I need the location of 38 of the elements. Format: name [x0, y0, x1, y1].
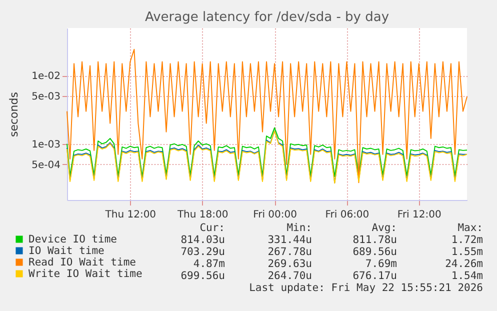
y-tick-label: 1e-02 [32, 71, 60, 82]
text: 814.03u [180, 234, 225, 246]
y-tick-label: 5e-03 [32, 92, 60, 103]
legend-label: IO Wait time [28, 244, 104, 257]
text: Cur: [200, 222, 225, 234]
text: Max: [458, 222, 483, 234]
x-tick-label: Fri 12:00 [397, 210, 442, 220]
y-tick-label: 5e-04 [32, 160, 60, 171]
text: 331.44u [268, 234, 312, 246]
text: 1.55m [451, 246, 483, 258]
text: Min: [286, 222, 312, 234]
legend-label: Read IO Wait time [28, 256, 136, 268]
text: 689.56u [352, 246, 397, 258]
line-series [66, 48, 468, 184]
text: 811.78u [352, 234, 397, 246]
legend-label: Device IO time [28, 233, 118, 246]
text: 24.26m [445, 258, 483, 270]
y-axis-title: seconds [8, 92, 21, 137]
x-tick-label: Thu 18:00 [176, 210, 228, 220]
text: 269.63u [268, 258, 312, 270]
text: 264.70u [268, 270, 312, 282]
text: 703.29u [180, 246, 225, 258]
text: 4.87m [193, 258, 225, 270]
text: 7.69m [365, 258, 397, 270]
x-tick-label: Fri 00:00 [253, 210, 297, 220]
text: 699.56u [180, 270, 225, 282]
text: Last update: Fri May 22 15:55:21 2026 [249, 282, 483, 294]
text: 1.54m [451, 270, 483, 282]
text: 267.78u [268, 246, 312, 258]
chart-title: Average latency for /dev/sda - by day [144, 10, 390, 25]
legend-label: Write IO Wait time [28, 268, 142, 280]
y-tick-label: 1e-03 [32, 139, 60, 150]
text: 1.72m [451, 234, 483, 246]
x-tick-label: Fri 06:00 [325, 210, 370, 220]
text: 676.17u [352, 270, 397, 282]
line-series [66, 127, 468, 178]
x-tick-label: Thu 12:00 [104, 210, 156, 220]
text: Avg: [372, 222, 397, 234]
